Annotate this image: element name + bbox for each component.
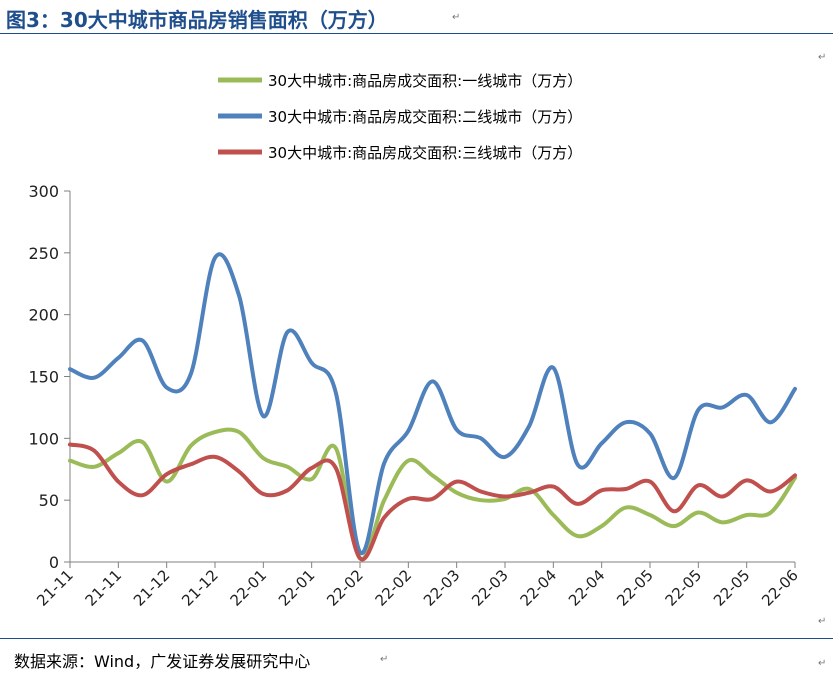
series-layer [68,252,797,562]
x-tick-label: 22-03 [468,566,512,610]
source-note: 数据来源：Wind，广发证券发展研究中心 [14,652,311,671]
x-tick-label: 22-05 [662,566,706,610]
chart-legend: 30大中城市:商品房成交面积:一线城市（万方） 30大中城市:商品房成交面积:二线… [218,72,582,162]
return-mark: ↵ [452,12,461,23]
x-tick-label: 21-12 [178,566,222,610]
y-tick-label: 250 [28,244,59,263]
legend-label: 30大中城市:商品房成交面积:一线城市（万方） [268,72,582,90]
legend-label: 30大中城市:商品房成交面积:二线城市（万方） [268,108,582,126]
x-tick-label: 22-02 [372,566,416,610]
y-tick-label: 50 [39,491,59,510]
y-tick-label: 300 [28,182,59,201]
legend-label: 30大中城市:商品房成交面积:三线城市（万方） [268,144,582,162]
x-tick-label: 22-01 [227,566,271,610]
y-tick-label: 0 [49,553,59,572]
series-line [68,427,797,562]
x-tick-label: 22-06 [758,566,802,610]
x-tick-label: 21-11 [82,566,126,610]
x-tick-label: 22-05 [613,566,657,610]
source-rule [0,638,833,639]
x-tick-label: 22-04 [517,566,561,610]
x-tick-label: 22-01 [275,566,319,610]
x-tick-label: 22-02 [323,566,367,610]
title-rule [0,33,833,34]
x-axis: 21-11 21-11 21-12 21-12 22-01 22-01 22-02 22-02… [33,561,802,610]
return-mark: ↵ [818,616,827,627]
return-mark: ↵ [380,654,389,665]
x-tick-label: 22-04 [565,566,609,610]
figure-title: 图3：30大中城市商品房销售面积（万方） [6,8,388,32]
y-tick-label: 150 [28,368,59,387]
x-tick-label: 21-11 [33,566,77,610]
y-tick-label: 200 [28,306,59,325]
y-tick-label: 100 [28,429,59,448]
y-axis: 0 50 100 150 200 250 300 [28,182,71,572]
x-tick-label: 22-03 [420,566,464,610]
x-tick-label: 21-12 [130,566,174,610]
return-mark: ↵ [818,658,827,669]
series-line [68,442,797,562]
return-mark: ↵ [818,52,827,63]
x-tick-label: 22-05 [710,566,754,610]
series-line [68,252,797,556]
